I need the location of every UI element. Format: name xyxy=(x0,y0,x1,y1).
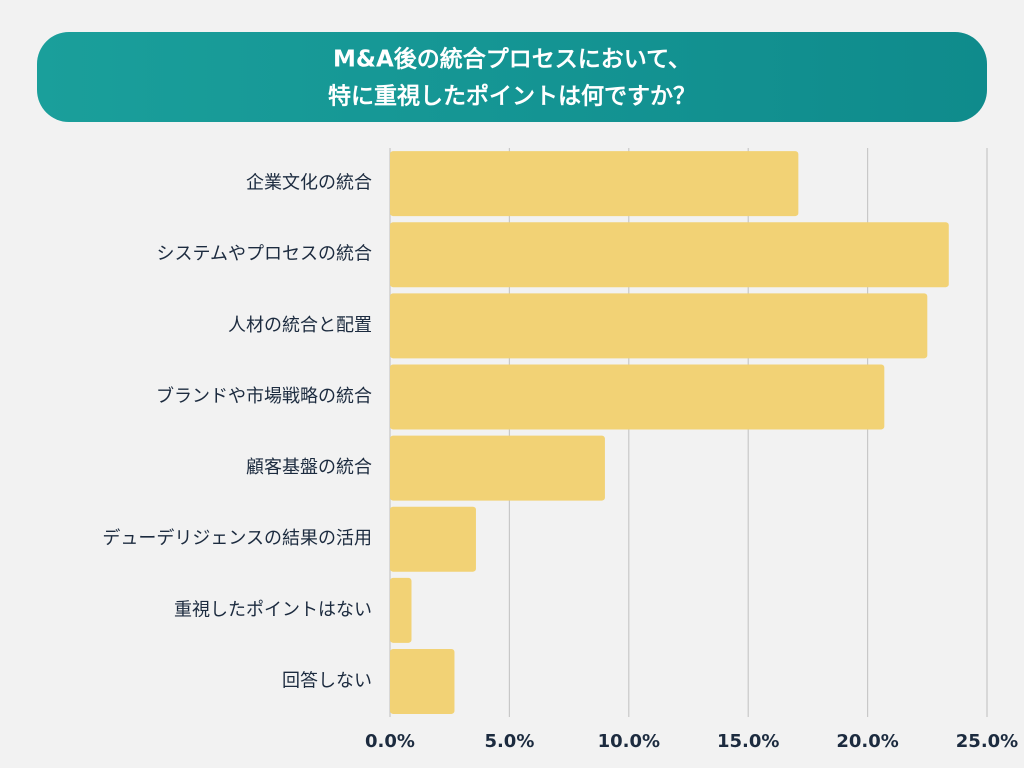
y-tick-label: デューデリジェンスの結果の活用 xyxy=(102,528,372,549)
bar xyxy=(390,435,605,501)
bar xyxy=(390,364,885,430)
bar xyxy=(390,222,949,288)
x-tick-label: 20.0% xyxy=(836,731,898,752)
x-tick-label: 15.0% xyxy=(717,731,779,752)
y-tick-label: 人材の統合と配置 xyxy=(228,315,372,336)
chart-title: M&A後の統合プロセスにおいて、 xyxy=(333,46,691,73)
y-tick-label: システムやプロセスの統合 xyxy=(157,244,372,265)
bar xyxy=(390,648,455,714)
x-tick-label: 0.0% xyxy=(365,731,415,752)
x-tick-label: 10.0% xyxy=(598,731,660,752)
x-tick-label: 5.0% xyxy=(484,731,534,752)
bar xyxy=(390,506,476,572)
y-tick-label: 企業文化の統合 xyxy=(246,173,372,194)
bar xyxy=(390,151,799,217)
bar xyxy=(390,293,928,359)
y-tick-label: 重視したポイントはない xyxy=(174,599,372,620)
y-tick-label: ブランドや市場戦略の統合 xyxy=(156,385,372,407)
y-tick-label: 回答しない xyxy=(282,670,372,691)
chart-title: 特に重視したポイントは何ですか？ xyxy=(328,83,696,110)
x-tick-label: 25.0% xyxy=(956,731,1018,752)
y-tick-label: 顧客基盤の統合 xyxy=(246,457,372,478)
bar xyxy=(390,577,412,643)
title-banner xyxy=(37,32,987,122)
